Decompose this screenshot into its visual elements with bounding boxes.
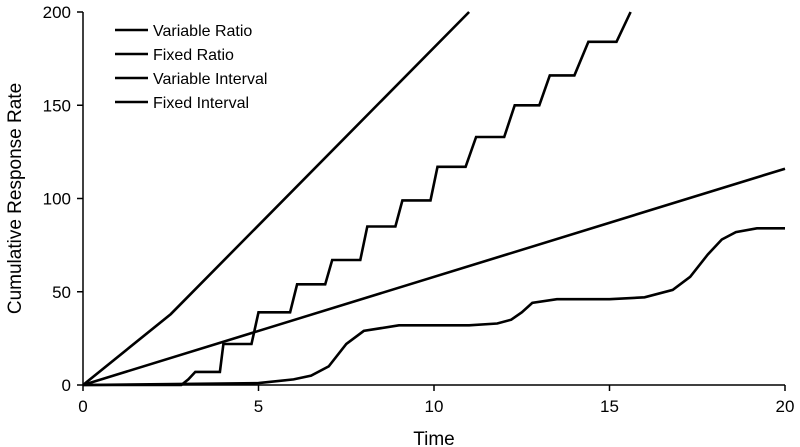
x-tick-label: 10	[425, 397, 444, 416]
legend-label: Fixed Interval	[153, 95, 249, 112]
y-ticks: 0 50 100 150 200	[43, 3, 83, 395]
y-tick-label: 150	[43, 96, 71, 115]
series-line-variable-interval	[82, 167, 786, 387]
y-tick-label: 0	[62, 376, 71, 395]
y-tick-label: 200	[43, 3, 71, 22]
x-tick-label: 20	[776, 397, 795, 416]
x-ticks: 0 5 10 15 20	[78, 385, 794, 416]
x-tick-label: 0	[78, 397, 87, 416]
plot-lines	[82, 11, 786, 387]
y-tick-label: 50	[52, 283, 71, 302]
series-line-fixed-interval	[82, 227, 785, 387]
series-line-variable-ratio	[82, 11, 471, 387]
legend-label: Variable Ratio	[153, 23, 252, 40]
y-tick-label: 100	[43, 190, 71, 209]
legend: Variable Ratio Fixed Ratio Variable Interv…	[115, 23, 267, 112]
legend-label: Fixed Ratio	[153, 47, 234, 64]
x-axis-title: Time	[413, 429, 455, 447]
y-axis-title: Cumulative Response Rate	[5, 83, 26, 314]
x-tick-label: 15	[600, 397, 619, 416]
legend-label: Variable Interval	[153, 71, 267, 88]
series-line-fixed-ratio	[83, 11, 632, 387]
x-tick-label: 5	[254, 397, 263, 416]
